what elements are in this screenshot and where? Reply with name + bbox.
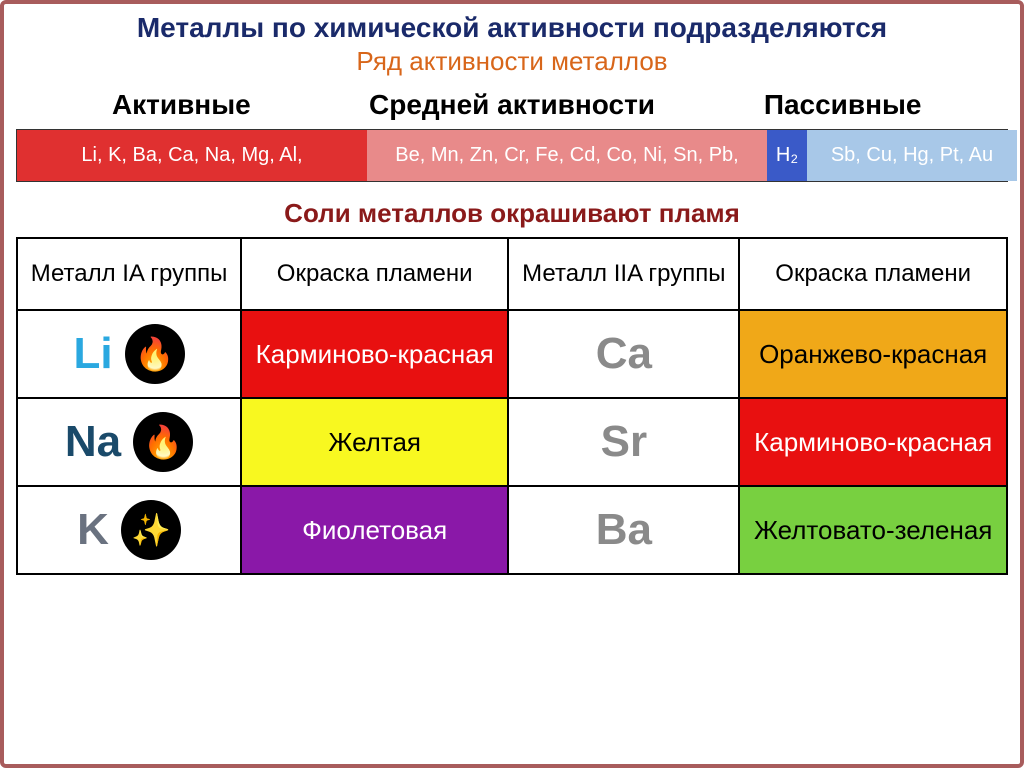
flame-color-cell: Карминово-красная <box>739 398 1007 486</box>
metal-ia-cell: Li 🔥 <box>17 310 241 398</box>
flame-icon: 🔥 <box>133 412 193 472</box>
metal-ia-cell: K✨ <box>17 486 241 574</box>
page-title: Металлы по химической активности подразд… <box>16 12 1008 44</box>
metal-ia-cell: Na🔥 <box>17 398 241 486</box>
metal-iia-cell: Ba <box>508 486 739 574</box>
metal-symbol: Na <box>65 417 121 467</box>
activity-cell: Li, K, Ba, Ca, Na, Mg, Al, <box>17 130 367 181</box>
flame-color-cell: Оранжево-красная <box>739 310 1007 398</box>
col-header-metal-ia: Металл IA группы <box>17 238 241 310</box>
metal-iia-cell: Ca <box>508 310 739 398</box>
activity-series-row: Li, K, Ba, Ca, Na, Mg, Al,Be, Mn, Zn, Cr… <box>16 129 1008 182</box>
activity-cell: H₂ <box>767 130 807 181</box>
col-header-color-ia: Окраска пламени <box>241 238 508 310</box>
col-header-metal-iia: Металл IIA группы <box>508 238 739 310</box>
flame-color-table: Металл IA группы Окраска пламени Металл … <box>16 237 1008 575</box>
flame-color-cell: Желтовато-зеленая <box>739 486 1007 574</box>
metal-symbol: K <box>77 505 109 555</box>
col-header-color-iia: Окраска пламени <box>739 238 1007 310</box>
page-subtitle: Ряд активности металлов <box>16 46 1008 77</box>
flame-color-cell: Желтая <box>241 398 508 486</box>
category-medium: Средней активности <box>347 89 678 121</box>
table-row: Li 🔥 Карминово-краснаяCaОранжево-красная <box>17 310 1007 398</box>
category-active: Активные <box>16 89 347 121</box>
activity-cell: Sb, Cu, Hg, Pt, Au <box>807 130 1017 181</box>
activity-cell: Be, Mn, Zn, Cr, Fe, Cd, Co, Ni, Sn, Pb, <box>367 130 767 181</box>
metal-iia-cell: Sr <box>508 398 739 486</box>
flame-color-cell: Фиолетовая <box>241 486 508 574</box>
flame-section-title: Соли металлов окрашивают пламя <box>16 198 1008 229</box>
table-row: K✨ФиолетоваяBaЖелтовато-зеленая <box>17 486 1007 574</box>
table-row: Na🔥ЖелтаяSrКарминово-красная <box>17 398 1007 486</box>
category-passive: Пассивные <box>677 89 1008 121</box>
metal-symbol: Li <box>73 329 112 379</box>
category-labels: Активные Средней активности Пассивные <box>16 89 1008 121</box>
flame-icon: 🔥 <box>125 324 185 384</box>
flame-color-cell: Карминово-красная <box>241 310 508 398</box>
flame-icon: ✨ <box>121 500 181 560</box>
